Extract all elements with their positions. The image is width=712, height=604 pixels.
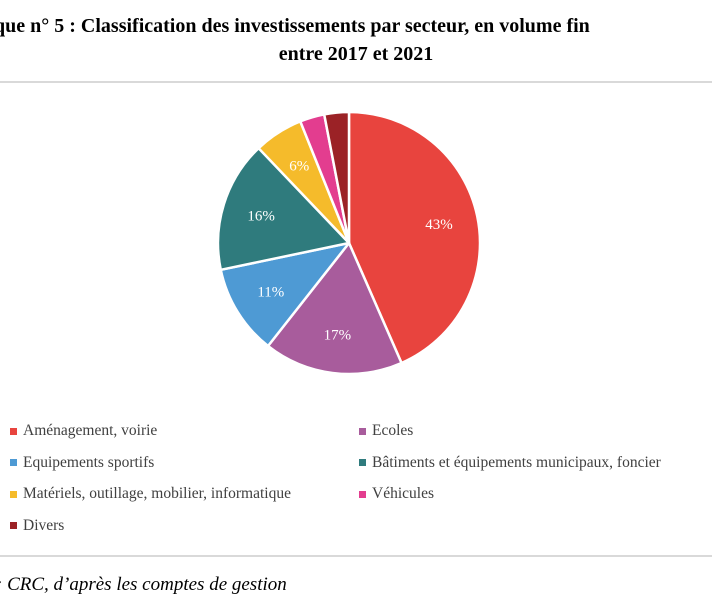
slice-data-label: 11% xyxy=(257,285,284,301)
pie-slice xyxy=(216,146,351,272)
slice-data-label: 16% xyxy=(247,209,275,225)
legend-label: Aménagement, voirie xyxy=(23,422,158,439)
pie-slice xyxy=(219,241,351,348)
legend-label: Equipements sportifs xyxy=(23,453,155,471)
pie-slice xyxy=(347,110,482,365)
legend-label: Matériels, outillage, mobilier, informat… xyxy=(23,485,291,502)
chart-frame: 43% 17% 11% 16% 6% Aménagement, voirie Ecoles… xyxy=(0,81,712,557)
chart-legend: Aménagement, voirie Ecoles Equipements spo… xyxy=(0,83,712,555)
legend-label: Ecoles xyxy=(372,422,414,439)
legend-swatch xyxy=(359,490,366,498)
legend-swatch xyxy=(359,459,366,466)
legend-item: Aménagement, voirie xyxy=(10,422,157,440)
pie-slice xyxy=(266,241,403,376)
legend-item: Divers xyxy=(10,517,64,535)
pie-slice xyxy=(322,110,351,245)
source-note: : CRC, d’après les comptes de gestion xyxy=(0,574,287,595)
legend-swatch xyxy=(10,459,17,466)
legend-item: Bâtiments et équipements municipaux, fon… xyxy=(359,454,661,472)
legend-item: Matériels, outillage, mobilier, informat… xyxy=(10,485,291,503)
legend-label: Véhicules xyxy=(372,485,434,502)
legend-item: Equipements sportifs xyxy=(10,454,154,472)
legend-label: Bâtiments et équipements municipaux, fon… xyxy=(372,453,661,471)
chart-title-line2: entre 2017 et 2021 xyxy=(278,43,434,65)
legend-label: Divers xyxy=(23,516,65,534)
legend-item: Ecoles xyxy=(359,422,413,440)
legend-item: Véhicules xyxy=(359,485,434,503)
legend-swatch xyxy=(10,490,17,498)
slice-data-label: 17% xyxy=(324,327,352,343)
legend-swatch xyxy=(10,427,17,435)
legend-swatch xyxy=(359,427,366,435)
pie-chart: 43% 17% 11% 16% 6% xyxy=(216,110,482,376)
slice-data-label: 6% xyxy=(289,159,309,175)
chart-title-line1: que n° 5 : Classification des investisse… xyxy=(0,15,590,37)
slice-data-label: 43% xyxy=(425,217,453,233)
legend-swatch xyxy=(10,522,17,529)
